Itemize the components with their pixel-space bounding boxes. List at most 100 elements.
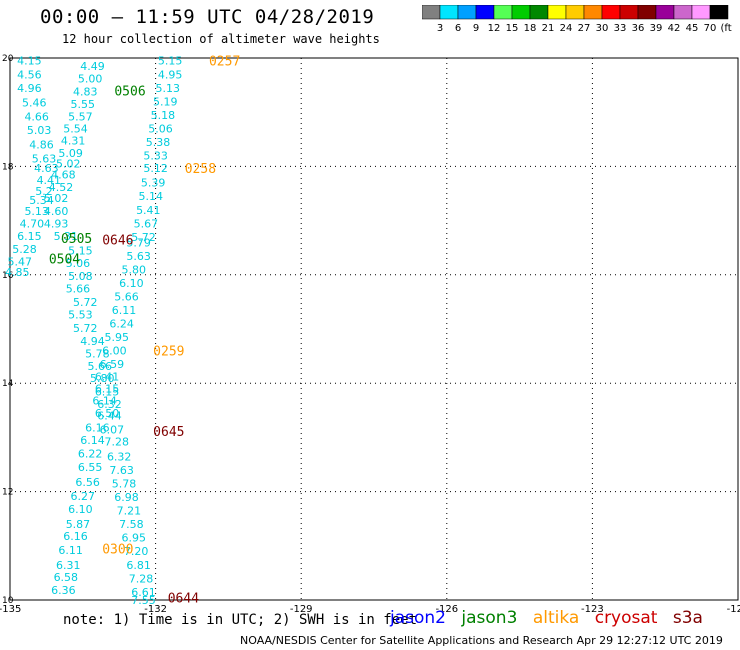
- chart-subtitle: 12 hour collection of altimeter wave hei…: [62, 32, 380, 46]
- swh-value: 5.72: [73, 296, 98, 309]
- scale-label: 45: [686, 23, 699, 33]
- scale-label: 42: [668, 23, 681, 33]
- swh-value: 6.81: [126, 559, 151, 572]
- swh-value: 7.58: [119, 518, 144, 531]
- swh-value: 5.00: [78, 73, 103, 86]
- swh-value: 6.61: [131, 586, 156, 599]
- swh-value: 4.93: [44, 217, 69, 230]
- swh-value: 6.16: [63, 530, 88, 543]
- scale-label: 27: [578, 23, 591, 33]
- swh-value: 6.95: [122, 532, 147, 545]
- swh-value: 5.19: [153, 95, 178, 108]
- swh-value: 7.55: [131, 594, 156, 607]
- swh-value: 5.33: [143, 150, 168, 163]
- swh-value: 5.54: [63, 122, 88, 135]
- legend-jason3: jason3: [461, 608, 518, 628]
- swh-value: 6.31: [56, 559, 81, 572]
- swh-value: 6.59: [100, 358, 125, 371]
- swh-value: 6.41: [95, 371, 120, 384]
- swh-value: 5.14: [138, 190, 163, 203]
- pass-time-label: 0645: [153, 425, 184, 440]
- swh-value: 4.56: [17, 68, 42, 81]
- swh-value: 4.70: [20, 217, 45, 230]
- swh-value: 4.94: [80, 335, 105, 348]
- pass-time-label: 0257: [209, 55, 240, 70]
- swh-value: 5.55: [71, 98, 96, 111]
- swh-value: 5.34: [29, 194, 54, 207]
- swh-value: 5.31: [54, 230, 79, 243]
- swh-value: 5.06: [148, 122, 173, 135]
- swh-value: 7.28: [129, 572, 154, 585]
- swh-value: 6.10: [119, 277, 144, 290]
- x-tick-label: -129: [290, 604, 313, 615]
- swh-value: 6.50: [95, 407, 120, 420]
- swh-value: 5.09: [58, 147, 83, 160]
- swh-value: 5.80: [122, 263, 147, 276]
- swh-value: 5.79: [126, 236, 151, 249]
- swh-value: 5.66: [66, 282, 91, 295]
- swh-value: 5.57: [68, 111, 93, 124]
- pass-time-label: 0504: [49, 253, 80, 268]
- y-tick-label: 18: [2, 162, 14, 172]
- swh-value: 4.31: [61, 134, 86, 147]
- swh-value: 5.95: [105, 331, 130, 344]
- swh-value: 5.39: [141, 177, 166, 190]
- x-tick-label: -126: [435, 604, 458, 615]
- swh-value: 6.98: [114, 491, 139, 504]
- swh-value: 5.2: [35, 185, 53, 198]
- swh-value: 6.58: [54, 571, 79, 584]
- swh-value: 4.63: [34, 162, 59, 175]
- scale-label: 6: [455, 23, 461, 33]
- pass-time-label: 0258: [185, 162, 216, 177]
- legend-altika: altika: [532, 608, 580, 628]
- swh-value: 6.16: [85, 422, 110, 435]
- swh-value: 6.10: [68, 503, 93, 516]
- scale-label: 30: [596, 23, 609, 33]
- swh-value: 5.12: [143, 162, 168, 175]
- swh-value: 6.11: [58, 544, 83, 557]
- y-tick-label: 20: [2, 54, 14, 64]
- swh-value: 5.78: [85, 347, 110, 360]
- swh-value: 4.60: [44, 205, 69, 218]
- x-tick-label: -132: [144, 604, 167, 615]
- swh-value: 4.83: [73, 86, 98, 99]
- swh-value: 5.18: [151, 109, 176, 122]
- swh-value: 6.55: [78, 461, 103, 474]
- scale-label: 21: [542, 23, 555, 33]
- swh-value: 5.78: [112, 477, 137, 490]
- swh-value: 6.14: [92, 395, 117, 408]
- swh-value: 4.85: [5, 266, 30, 279]
- swh-value: 6.07: [100, 423, 125, 436]
- chart-title: 00:00 – 11:59 UTC 04/28/2019: [40, 6, 375, 28]
- pass-time-label: 0505: [61, 232, 92, 247]
- swh-value: 6.15: [95, 383, 120, 396]
- swh-value: 4.96: [17, 82, 42, 95]
- swh-value: 5.63: [32, 152, 57, 165]
- pass-time-label: 0506: [114, 85, 145, 100]
- legend-cryosat: cryosat: [594, 608, 658, 628]
- swh-value: 6.22: [78, 448, 103, 461]
- swh-value: 5.08: [68, 270, 93, 283]
- pass-time-label: 0259: [153, 345, 184, 360]
- swh-value: 5.46: [22, 96, 47, 109]
- scale-label: 33: [614, 23, 627, 33]
- swh-value: 6.27: [71, 490, 96, 503]
- swh-value: 5.53: [68, 308, 93, 321]
- note-text: note: 1) Time is in UTC; 2) SWH is in fe…: [63, 612, 418, 628]
- swh-value: 5.13: [155, 82, 180, 95]
- y-tick-label: 10: [2, 596, 14, 606]
- y-tick-label: 14: [2, 379, 14, 389]
- scale-label: 12: [488, 23, 501, 33]
- swh-value: 4.68: [51, 169, 76, 182]
- scale-label: 39: [650, 23, 663, 33]
- scale-swatch: [709, 5, 729, 20]
- swh-value: 5.66: [114, 290, 139, 303]
- x-tick-label: -135: [0, 604, 21, 615]
- pass-time-label: 0644: [168, 591, 199, 606]
- swh-value: 5.02: [44, 192, 69, 205]
- swh-value: 6.36: [51, 584, 76, 597]
- legend-jason2: jason2: [390, 608, 446, 628]
- scale-label: 15: [506, 23, 519, 33]
- swh-value: 5.80: [90, 372, 115, 385]
